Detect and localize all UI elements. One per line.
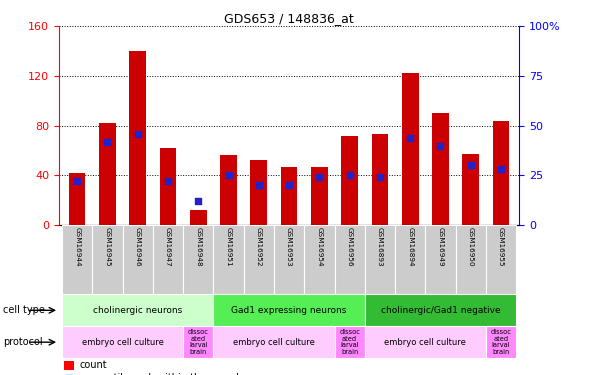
Point	[194, 198, 203, 204]
Text: GSM16950: GSM16950	[468, 227, 474, 267]
Text: GSM16949: GSM16949	[437, 227, 444, 267]
Point	[466, 162, 476, 168]
Bar	[220, 155, 237, 225]
Bar	[62, 294, 214, 326]
Bar	[425, 225, 455, 294]
Point	[224, 172, 233, 178]
Text: GSM16894: GSM16894	[407, 227, 413, 267]
Point	[496, 166, 506, 172]
Text: GSM16955: GSM16955	[498, 227, 504, 267]
Text: GSM16893: GSM16893	[377, 227, 383, 267]
Text: percentile rank within the sample: percentile rank within the sample	[80, 373, 245, 375]
Text: GSM16947: GSM16947	[165, 227, 171, 267]
Bar	[183, 326, 214, 358]
Bar	[214, 225, 244, 294]
Bar	[183, 225, 214, 294]
Text: GSM16946: GSM16946	[135, 227, 141, 267]
Bar	[214, 294, 365, 326]
Text: GSM16952: GSM16952	[256, 227, 262, 267]
Bar	[395, 225, 425, 294]
Bar	[62, 225, 92, 294]
Text: GSM16956: GSM16956	[347, 227, 353, 267]
Bar	[214, 326, 335, 358]
Bar	[311, 166, 327, 225]
Bar	[274, 225, 304, 294]
Bar	[365, 326, 486, 358]
Text: cell type: cell type	[3, 305, 45, 315]
Bar	[365, 294, 516, 326]
Point	[345, 172, 355, 178]
Text: count: count	[80, 360, 107, 370]
Text: protocol: protocol	[3, 337, 42, 347]
Point	[133, 130, 142, 136]
Bar	[455, 225, 486, 294]
Text: cholinergic neurons: cholinergic neurons	[93, 306, 182, 315]
Bar	[62, 326, 183, 358]
Bar	[251, 160, 267, 225]
Text: GSM16951: GSM16951	[225, 227, 231, 267]
Bar	[304, 225, 335, 294]
Bar	[463, 154, 479, 225]
Text: dissoc
ated
larval
brain: dissoc ated larval brain	[491, 330, 512, 355]
Bar	[486, 326, 516, 358]
Bar	[244, 225, 274, 294]
Bar	[493, 121, 509, 225]
Text: GSM16953: GSM16953	[286, 227, 292, 267]
Point	[73, 178, 82, 184]
Bar	[342, 136, 358, 225]
Point	[254, 182, 264, 188]
Text: Gad1 expressing neurons: Gad1 expressing neurons	[231, 306, 347, 315]
Bar	[64, 361, 74, 370]
Point	[375, 174, 385, 180]
Text: GSM16944: GSM16944	[74, 227, 80, 267]
Bar	[335, 225, 365, 294]
Bar	[281, 166, 297, 225]
Bar	[160, 148, 176, 225]
Bar	[432, 113, 449, 225]
Point	[405, 135, 415, 141]
Point	[103, 138, 112, 144]
Text: embryo cell culture: embryo cell culture	[81, 338, 163, 346]
Bar	[153, 225, 183, 294]
Text: GSM16954: GSM16954	[316, 227, 322, 267]
Point	[163, 178, 173, 184]
Bar	[372, 134, 388, 225]
Bar	[99, 123, 116, 225]
Bar	[92, 225, 123, 294]
Bar	[190, 210, 206, 225]
Bar	[129, 51, 146, 225]
Point	[284, 182, 294, 188]
Bar	[335, 326, 365, 358]
Text: dissoc
ated
larval
brain: dissoc ated larval brain	[188, 330, 209, 355]
Bar	[486, 225, 516, 294]
Text: GSM16948: GSM16948	[195, 227, 201, 267]
Bar	[365, 225, 395, 294]
Title: GDS653 / 148836_at: GDS653 / 148836_at	[224, 12, 354, 25]
Text: embryo cell culture: embryo cell culture	[233, 338, 315, 346]
Point	[314, 174, 324, 180]
Text: cholinergic/Gad1 negative: cholinergic/Gad1 negative	[381, 306, 500, 315]
Point	[436, 142, 445, 148]
Bar	[402, 74, 418, 225]
Text: GSM16945: GSM16945	[104, 227, 110, 267]
Bar	[123, 225, 153, 294]
Text: dissoc
ated
larval
brain: dissoc ated larval brain	[339, 330, 360, 355]
Text: embryo cell culture: embryo cell culture	[385, 338, 466, 346]
Bar	[69, 173, 86, 225]
